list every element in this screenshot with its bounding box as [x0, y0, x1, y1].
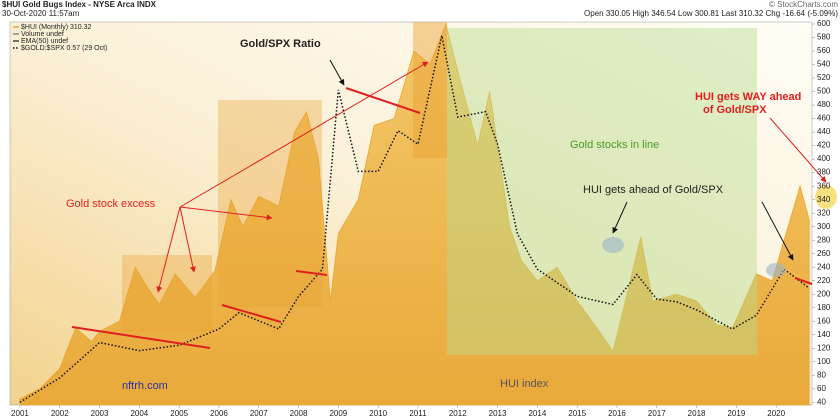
annotation: Gold stocks in line [570, 139, 659, 151]
highlight-box [218, 100, 322, 307]
x-tick-label: 2008 [290, 409, 308, 418]
highlight-box [413, 22, 447, 158]
y-tick-label: 340 [817, 195, 831, 204]
x-tick-label: 2013 [489, 409, 507, 418]
line [19, 35, 810, 403]
annotation: HUI index [500, 378, 549, 390]
x-tick-label: 2012 [449, 409, 467, 418]
y-tick-label: 200 [817, 289, 831, 298]
legend-label: Volume undef [21, 31, 64, 38]
y-tick-label: 600 [817, 19, 831, 28]
y-tick-label: 120 [817, 343, 831, 352]
source: © StockCharts.com [769, 0, 838, 9]
y-tick-label: 540 [817, 60, 831, 69]
y-tick-label: 140 [817, 330, 831, 339]
legend-label: EMA(50) undef [21, 38, 68, 45]
x-tick-label: 2020 [767, 409, 785, 418]
y-tick-label: 580 [817, 33, 831, 42]
trend-lines [71, 87, 813, 349]
x-tick-label: 2010 [369, 409, 387, 418]
x-tick-label: 2018 [688, 409, 706, 418]
x-tick-label: 2019 [727, 409, 745, 418]
arrows [329, 59, 794, 261]
annotation: HUI gets WAY ahead [695, 91, 801, 103]
x-tick-label: 2011 [409, 409, 427, 418]
y-tick-label: 420 [817, 141, 831, 150]
y-tick-label: 300 [817, 222, 831, 231]
x-tick-label: 2001 [11, 409, 29, 418]
y-tick-label: 100 [817, 357, 831, 366]
annotation: nftrh.com [122, 380, 168, 392]
x-tick-label: 2016 [608, 409, 626, 418]
y-tick-label: 160 [817, 316, 831, 325]
y-tick-label: 400 [817, 154, 831, 163]
x-tick-label: 2004 [130, 409, 148, 418]
annotation: HUI gets ahead of Gold/SPX [583, 184, 724, 196]
y-tick-label: 60 [817, 384, 826, 393]
y-tick-label: 460 [817, 114, 831, 123]
y-tick-label: 240 [817, 262, 831, 271]
y-tick-label: 380 [817, 168, 831, 177]
area [19, 22, 810, 406]
y-tick-label: 500 [817, 87, 831, 96]
x-tick-label: 2007 [250, 409, 268, 418]
y-tick-label: 80 [817, 370, 826, 379]
y-tick-label: 260 [817, 249, 831, 258]
y-tick-label: 520 [817, 73, 831, 82]
legend-label: $HUI (Monthly) 310.32 [21, 24, 92, 31]
date: 30-Oct-2020 11:57am [2, 9, 80, 18]
annotation: of Gold/SPX [703, 104, 767, 116]
highlight-ellipse [815, 185, 837, 209]
x-tick-label: 2015 [568, 409, 586, 418]
y-tick-label: 480 [817, 100, 831, 109]
legend-label: $GOLD:$SPX 0.57 (29 Oct) [21, 45, 107, 52]
y-tick-label: 180 [817, 303, 831, 312]
y-tick-label: 560 [817, 46, 831, 55]
x-tick-label: 2014 [528, 409, 546, 418]
y-tick-label: 360 [817, 181, 831, 190]
y-tick-label: 440 [817, 127, 831, 136]
highlight-box [122, 255, 212, 332]
y-tick-label: 220 [817, 276, 831, 285]
stats: Open 330.05 High 346.54 Low 300.81 Last … [584, 9, 838, 18]
highlight-box [447, 28, 757, 355]
x-tick-label: 2017 [648, 409, 666, 418]
x-tick-label: 2003 [91, 409, 109, 418]
x-tick-label: 2005 [170, 409, 188, 418]
symbol: $HUI Gold Bugs Index - NYSE Arca INDX [2, 0, 157, 9]
x-tick-label: 2002 [51, 409, 69, 418]
x-tick-label: 2006 [210, 409, 228, 418]
y-tick-label: 280 [817, 235, 831, 244]
annotation: Gold stock excess [66, 198, 156, 210]
highlight-ellipses [602, 237, 786, 277]
y-tick-label: 320 [817, 208, 831, 217]
x-tick-label: 2009 [329, 409, 347, 418]
y-tick-label: 40 [817, 397, 826, 406]
arrows [156, 61, 827, 293]
annotation: Gold/SPX Ratio [240, 38, 321, 50]
